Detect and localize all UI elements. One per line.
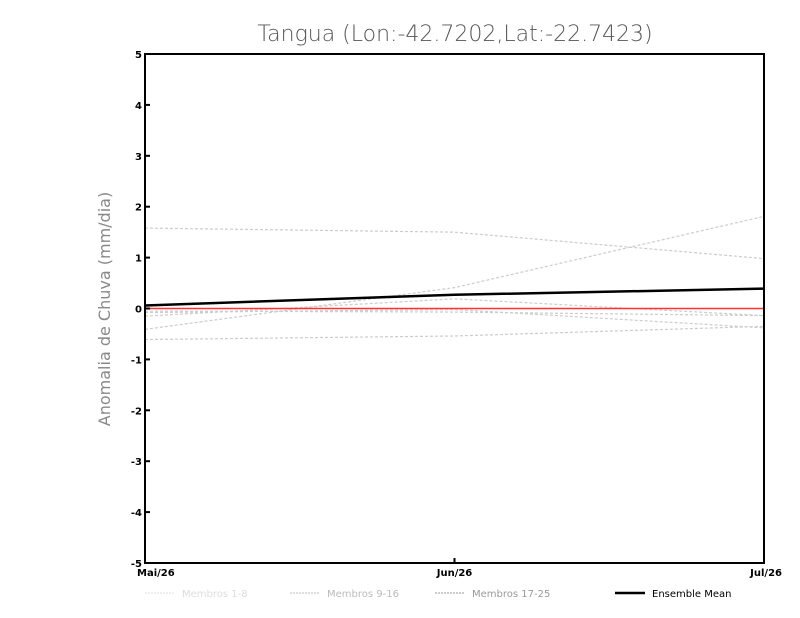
y-tick-label: 0 [135, 305, 142, 316]
y-tick-label: -5 [131, 559, 142, 570]
ensemble-mean-line [144, 287, 765, 307]
y-tick-label: 1 [135, 254, 142, 265]
member-line-4 [144, 308, 765, 329]
y-axis-label: Anomalia de Chuva (mm/dia) [95, 192, 114, 426]
legend-label-2: Membros 9-16 [327, 589, 399, 600]
y-tick-label: -3 [131, 457, 142, 468]
y-tick-label: -1 [131, 355, 142, 366]
legend-label-3: Membros 17-25 [472, 589, 550, 600]
legend-label-4: Ensemble Mean [652, 589, 731, 600]
y-tick-label: -2 [131, 406, 142, 417]
y-tick-label: 5 [135, 50, 142, 61]
member-line-3 [144, 298, 765, 317]
member-line-6 [144, 310, 765, 317]
y-tick-label: 4 [135, 101, 142, 112]
member-line-2 [144, 215, 765, 330]
member-line-5 [144, 325, 765, 341]
y-tick-label: -4 [131, 508, 142, 519]
legend-label-1: Membros 1-8 [182, 589, 248, 600]
y-tick-label: 2 [135, 203, 142, 214]
x-tick-label: Jul/26 [749, 568, 782, 579]
member-line-1 [144, 227, 765, 260]
chart-title: Tangua (Lon:-42.7202,Lat:-22.7423) [257, 22, 652, 47]
y-tick-label: 3 [135, 152, 142, 163]
x-tick-label: Mai/26 [137, 568, 175, 579]
x-tick-label: Jun/26 [436, 568, 473, 579]
